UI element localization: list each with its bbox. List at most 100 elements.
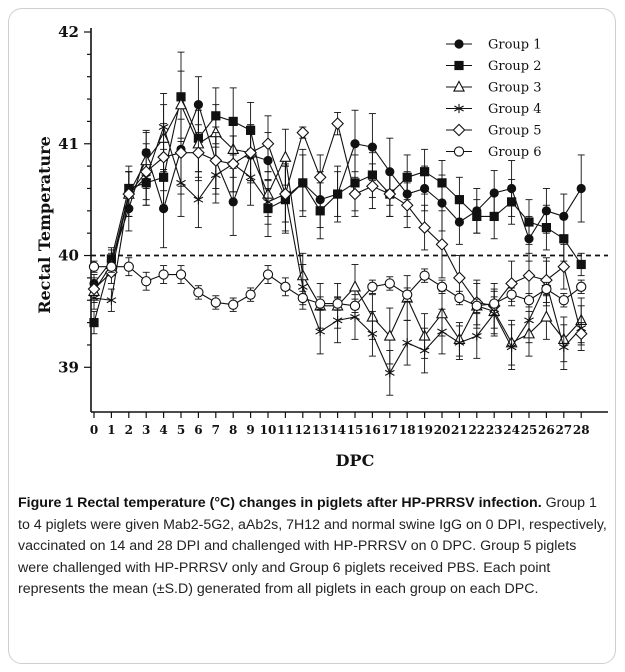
data-point [383,329,396,341]
x-tick-label: 14 [329,423,346,437]
data-point [471,300,482,311]
data-point [437,326,447,337]
caption-label: Figure 1 [18,495,74,511]
x-tick-label: 7 [212,423,220,437]
data-point [228,299,239,310]
data-point [262,269,274,280]
x-tick-label: 12 [294,423,311,437]
caption-title: Rectal temperature (°C) changes in pigle… [77,495,542,511]
data-point [106,261,117,272]
legend-marker [454,39,464,49]
x-tick-label: 0 [90,423,98,437]
x-tick-label: 5 [177,423,185,437]
x-tick-label: 18 [399,423,416,437]
data-point [244,146,257,160]
legend-label: Group 2 [488,59,542,74]
data-point [541,283,552,295]
data-point [297,292,308,304]
caption-text: Group 1 to 4 piglets were given Mab2-5G2… [18,495,607,597]
data-point [453,271,466,285]
y-axis-label: Rectal Temperature [35,136,54,314]
data-point [106,295,117,305]
series-6 [88,257,587,313]
x-tick-label: 1 [107,423,115,437]
x-tick-label: 4 [159,423,167,437]
data-point [193,195,204,205]
data-point [402,172,412,182]
data-point [313,170,327,184]
legend: Group 1 Group 2 Group 3 Group 4 Group 5 Group… [446,38,542,160]
data-point [245,289,256,300]
data-point [558,295,569,306]
data-point [574,327,588,341]
data-point [263,197,273,207]
data-point [454,195,464,205]
legend-label: Group 6 [488,145,542,160]
data-point [193,287,204,298]
data-point [400,198,414,212]
data-point [507,197,517,207]
legend-label: Group 3 [488,81,542,96]
data-point [315,206,325,216]
data-point [297,282,308,292]
x-tick-label: 28 [573,423,590,437]
x-tick-label: 17 [381,423,398,437]
data-point [209,154,223,167]
data-point [576,183,586,194]
x-tick-label: 13 [312,423,329,437]
x-tick-label: 23 [486,423,503,437]
legend-label: Group 4 [488,102,542,117]
data-point [471,331,482,341]
legend-item: Group 5 [446,124,542,139]
y-tick-label: 40 [58,247,79,265]
x-tick-label: 10 [260,423,277,437]
x-tick-label: 27 [555,423,572,437]
data-point [489,188,499,198]
data-point [332,315,343,325]
y-tick-label: 41 [58,135,79,153]
figure-frame [8,8,616,664]
data-point [506,289,517,300]
data-point [558,342,569,352]
data-point [332,298,343,309]
series-5 [87,112,588,346]
legend-label: Group 5 [488,124,542,139]
data-point [174,97,188,110]
figure-caption: Figure 1 Rectal temperature (°C) changes… [18,493,610,601]
data-point [298,178,308,188]
x-tick-label: 26 [538,423,555,437]
legend-label: Group 1 [488,38,542,53]
data-point [88,261,100,272]
data-point [280,281,291,292]
data-point [350,312,360,322]
data-point [557,260,571,274]
data-point [435,237,449,251]
data-point [576,281,587,292]
data-point [279,150,292,162]
data-point [489,211,499,222]
data-point [139,165,153,179]
data-point [541,222,551,233]
data-point [210,297,221,308]
data-point [454,338,465,348]
data-point [454,292,465,304]
data-point [315,298,326,309]
data-point [420,167,430,177]
data-point [418,221,431,234]
legend-item: Group 3 [446,80,542,96]
data-point [472,211,482,222]
data-point [524,315,534,325]
data-point [383,187,397,201]
data-point [261,137,275,151]
data-point [157,150,170,164]
data-point [159,203,169,214]
data-point [141,276,152,287]
x-tick-label: 6 [194,423,202,437]
legend-item: Group 2 [446,59,542,74]
legend-item: Group 4 [446,102,542,117]
data-point [158,269,169,280]
x-tick-label: 15 [347,423,364,437]
data-point [279,187,292,201]
